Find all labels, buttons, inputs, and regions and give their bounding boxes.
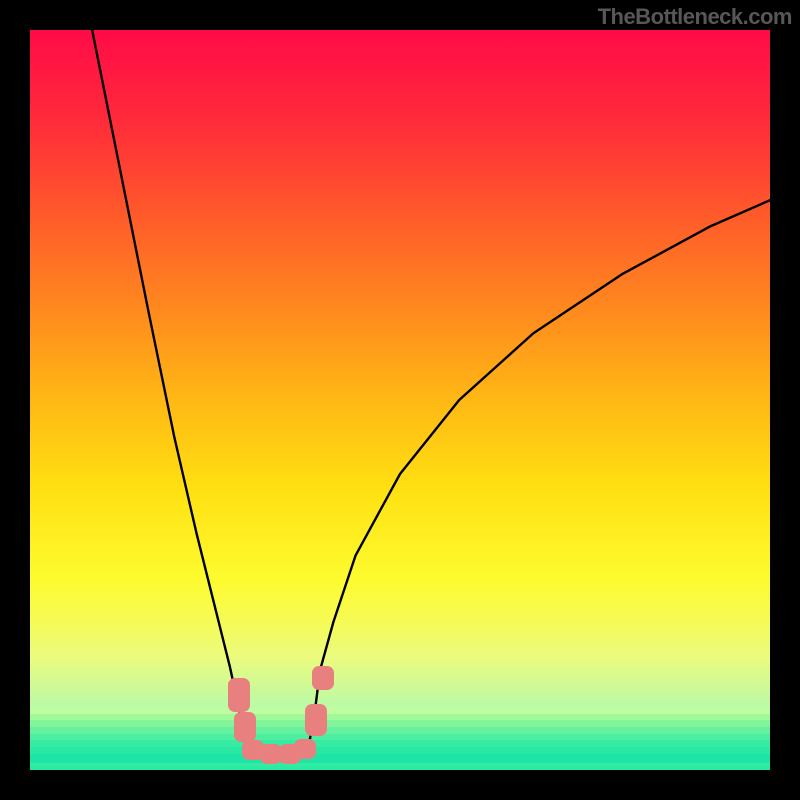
curve-marker (234, 712, 256, 742)
watermark-text: TheBottleneck.com (598, 4, 792, 30)
curve-marker (312, 666, 334, 690)
curve-right-branch (308, 200, 771, 753)
bottleneck-curve (30, 30, 770, 770)
curve-marker (294, 739, 316, 759)
plot-area (30, 30, 770, 770)
curve-marker (228, 678, 250, 712)
curve-marker (305, 704, 327, 736)
curve-left-branch (89, 30, 248, 751)
